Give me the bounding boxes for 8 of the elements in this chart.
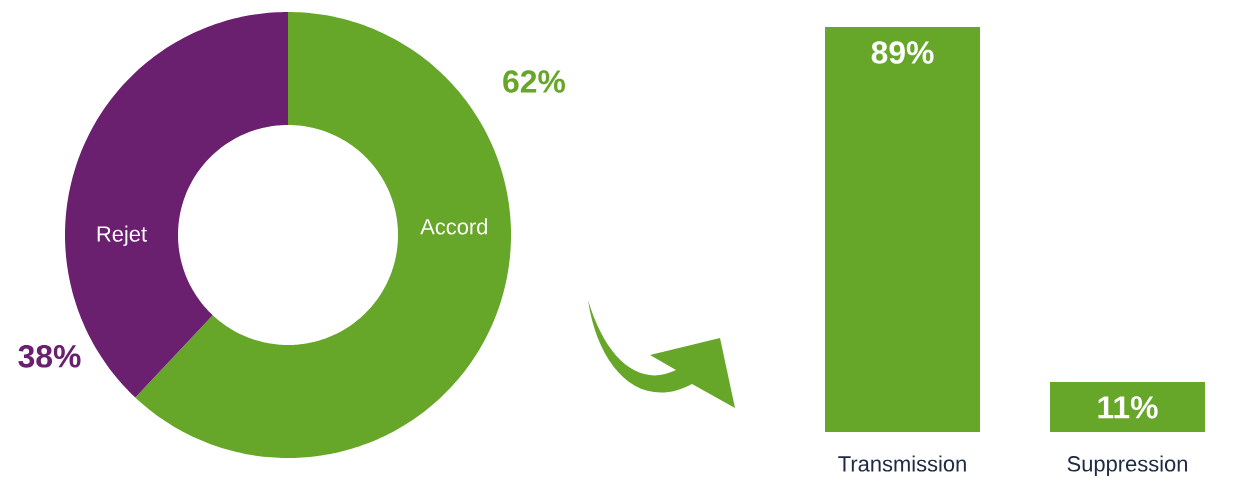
data-label: 38% xyxy=(18,345,81,368)
slice-label: Accord xyxy=(420,218,487,235)
data-label: 11% xyxy=(1098,396,1158,419)
x-tick-label: Transmission xyxy=(838,455,966,472)
x-tick-label: Suppression xyxy=(1067,455,1187,476)
slice-label: Rejet xyxy=(97,225,147,247)
data-label: 62% xyxy=(503,70,565,93)
data-label: 89% xyxy=(871,41,934,64)
